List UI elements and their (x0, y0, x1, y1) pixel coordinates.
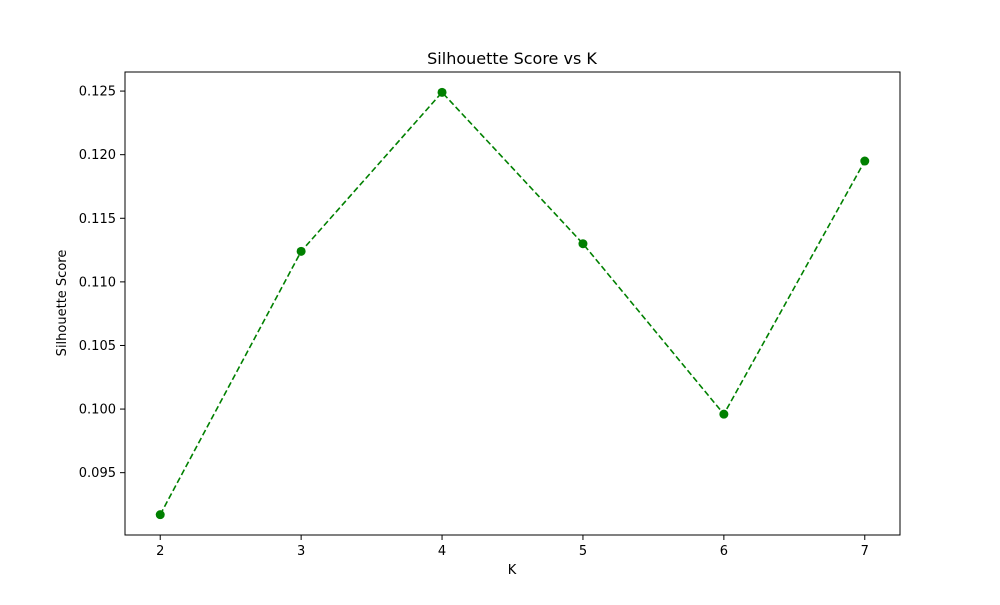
plot-area (124, 71, 901, 536)
y-axis-ticks: 0.095 0.100 0.105 0.110 0.115 0.120 0.125 (79, 85, 125, 481)
series-layer (155, 87, 870, 520)
plot-frame (124, 71, 901, 536)
x-axis-ticks: 2 3 4 5 6 7 (156, 535, 869, 559)
y-axis-label: Silhouette Score (55, 250, 70, 357)
y-tick-label: 0.120 (79, 148, 116, 163)
y-tick-label: 0.105 (79, 339, 116, 354)
chart-title: Silhouette Score vs K (427, 49, 597, 68)
data-point (860, 156, 870, 166)
data-point (437, 87, 447, 97)
x-tick-label: 6 (720, 544, 728, 559)
data-point (578, 239, 588, 249)
y-tick-label: 0.125 (79, 85, 116, 100)
x-tick-label: 5 (579, 544, 587, 559)
x-tick-label: 7 (861, 544, 869, 559)
y-tick-label: 0.095 (79, 466, 116, 481)
data-point (719, 409, 729, 419)
x-axis-label: K (508, 563, 517, 578)
y-tick-label: 0.115 (79, 212, 116, 227)
x-tick-label: 2 (156, 544, 164, 559)
data-point (296, 246, 306, 256)
y-tick-label: 0.100 (79, 403, 116, 418)
data-point (155, 510, 165, 520)
series-line (159, 91, 866, 516)
x-tick-label: 4 (438, 544, 446, 559)
x-tick-label: 3 (297, 544, 305, 559)
y-tick-label: 0.110 (79, 275, 116, 290)
